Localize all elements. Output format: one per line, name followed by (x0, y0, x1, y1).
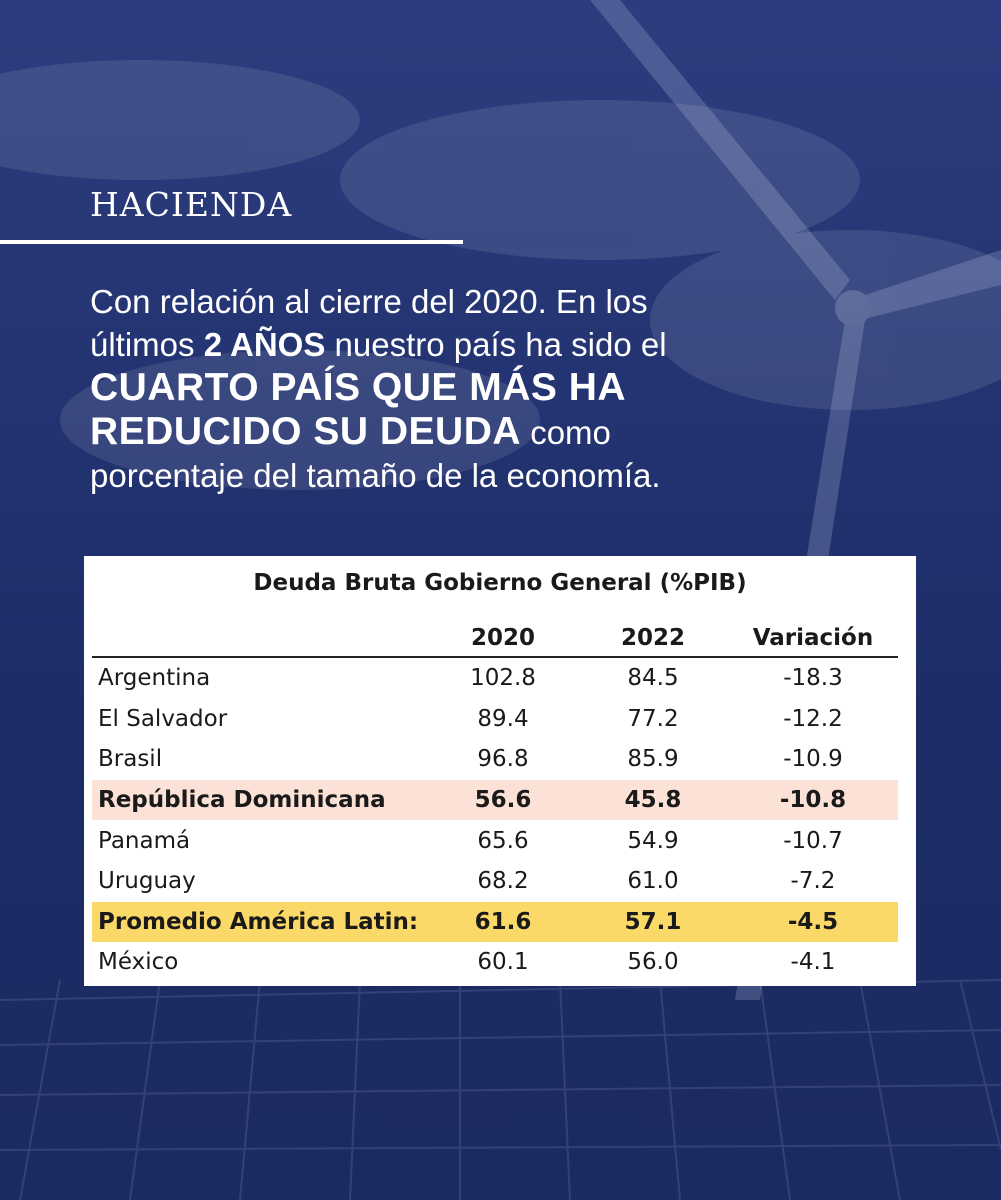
intro-line-1: Con relación al cierre del 2020. En los (90, 283, 648, 320)
variation-cell: -10.8 (728, 779, 898, 821)
country-cell: República Dominicana (92, 779, 428, 821)
intro-line-2-post: nuestro país ha sido el (325, 326, 667, 363)
country-cell: México (98, 949, 179, 976)
table-row: Brasil 96.8 85.9 -10.9 (92, 739, 898, 780)
title-underline (0, 240, 463, 244)
country-cell: Brasil (98, 746, 163, 773)
country-cell: Panamá (98, 827, 191, 854)
table-header-row: 2020 2022 Variación (92, 620, 898, 658)
value-2022-cell: 61.0 (627, 868, 679, 895)
intro-line-4-post: como (521, 414, 611, 451)
debt-table: 2020 2022 Variación Argentina 102.8 84.5… (92, 620, 898, 983)
value-2022-cell: 85.9 (627, 746, 679, 773)
table-title: Deuda Bruta Gobierno General (%PIB) (253, 570, 747, 596)
value-2020-cell: 65.6 (477, 827, 529, 854)
country-cell: Uruguay (98, 868, 196, 895)
value-2022-cell: 57.1 (578, 901, 728, 943)
value-2020-cell: 61.6 (428, 901, 578, 943)
value-2020-cell: 102.8 (470, 665, 536, 692)
variation-cell: -7.2 (790, 868, 836, 895)
debt-table-card: Deuda Bruta Gobierno General (%PIB) 2020… (84, 556, 916, 986)
section-title: HACIENDA (90, 185, 293, 224)
solar-panel-grid (0, 979, 1001, 1200)
value-2020-cell: 68.2 (477, 868, 529, 895)
value-2020-cell: 96.8 (477, 746, 529, 773)
table-row: El Salvador 89.4 77.2 -12.2 (92, 699, 898, 740)
table-row: México 60.1 56.0 -4.1 (92, 942, 898, 983)
value-2020-cell: 89.4 (477, 705, 529, 732)
table-row: Uruguay 68.2 61.0 -7.2 (92, 861, 898, 902)
country-cell: El Salvador (98, 705, 228, 732)
value-2022-cell: 54.9 (627, 827, 679, 854)
header-variation: Variación (728, 620, 898, 658)
table-row: Argentina 102.8 84.5 -18.3 (92, 657, 898, 699)
value-2020-cell: 60.1 (477, 949, 529, 976)
value-2022-cell: 84.5 (627, 665, 679, 692)
variation-cell: -10.9 (783, 746, 843, 773)
variation-cell: -12.2 (783, 705, 843, 732)
intro-text: Con relación al cierre del 2020. En los … (90, 280, 790, 497)
value-2020-cell: 56.6 (428, 779, 578, 821)
intro-line-4-headline: REDUCIDO SU DEUDA (90, 410, 522, 453)
value-2022-cell: 45.8 (578, 779, 728, 821)
header-2020: 2020 (428, 620, 578, 658)
variation-cell: -10.7 (783, 827, 843, 854)
table-row: Panamá 65.6 54.9 -10.7 (92, 820, 898, 861)
variation-cell: -4.5 (728, 901, 898, 943)
value-2022-cell: 56.0 (627, 949, 679, 976)
country-cell: Argentina (98, 665, 211, 692)
intro-line-2-bold: 2 AÑOS (203, 326, 326, 363)
header-country (92, 620, 428, 658)
intro-line-5: porcentaje del tamaño de la economía. (90, 457, 661, 494)
variation-cell: -18.3 (783, 665, 843, 692)
clouds (0, 60, 1001, 490)
table-row-highlighted-latam-average: Promedio América Latin: 61.6 57.1 -4.5 (92, 901, 898, 943)
country-cell: Promedio América Latin: (92, 901, 428, 943)
header-2022: 2022 (578, 620, 728, 658)
table-row-highlighted-dominican-republic: República Dominicana 56.6 45.8 -10.8 (92, 779, 898, 821)
value-2022-cell: 77.2 (627, 705, 679, 732)
intro-line-3-headline: CUARTO PAÍS QUE MÁS HA (90, 366, 627, 409)
variation-cell: -4.1 (790, 949, 836, 976)
intro-line-2-pre: últimos (90, 326, 204, 363)
